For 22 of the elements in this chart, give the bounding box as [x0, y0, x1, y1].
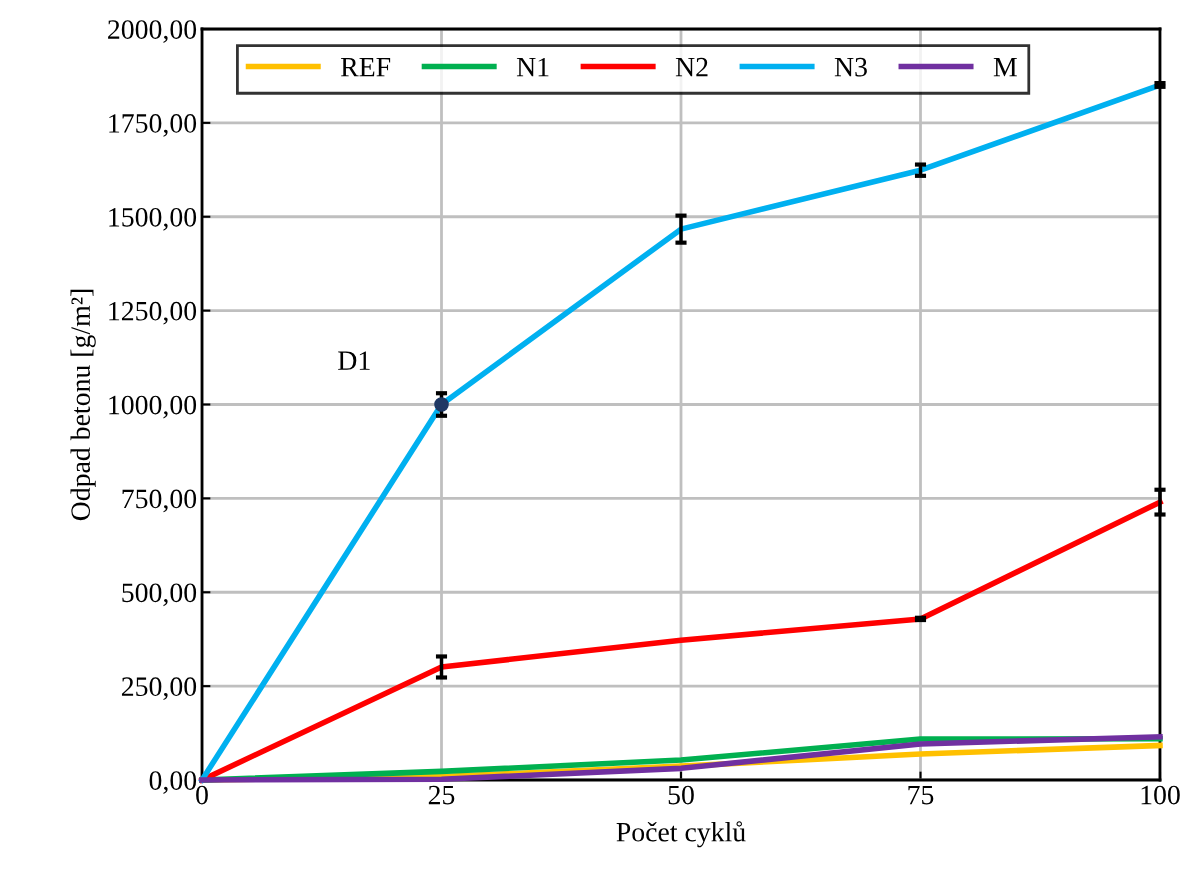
y-tick-label: 500,00 — [122, 583, 197, 607]
y-tick-label: 1250,00 — [109, 301, 197, 325]
legend-label: N1 — [516, 57, 549, 77]
legend-label: N2 — [675, 57, 708, 77]
y-tick-label: 1500,00 — [109, 207, 197, 231]
x-tick-label: 25 — [428, 785, 455, 805]
y-tick-label: 1000,00 — [109, 395, 197, 419]
y-tick-label: 750,00 — [122, 489, 197, 513]
x-tick-label: 0 — [196, 785, 208, 805]
y-tick-label: 250,00 — [121, 677, 197, 701]
annotation: D1 — [338, 351, 370, 370]
y-axis-title: Odpad betonu [g/m²] — [70, 289, 96, 521]
x-tick-label: 100 — [1141, 785, 1180, 805]
legend-label: M — [993, 58, 1017, 77]
legend-label: REF — [340, 58, 391, 77]
x-axis-title: Počet cyklů — [616, 821, 746, 848]
y-tick-label: 2000,00 — [108, 20, 197, 43]
legend-label: N3 — [834, 57, 867, 77]
y-tick-label: 0,00 — [149, 771, 197, 794]
x-tick-label: 50 — [668, 785, 694, 805]
y-tick-label: 1750,00 — [109, 114, 197, 137]
x-tick-label: 75 — [908, 785, 934, 805]
